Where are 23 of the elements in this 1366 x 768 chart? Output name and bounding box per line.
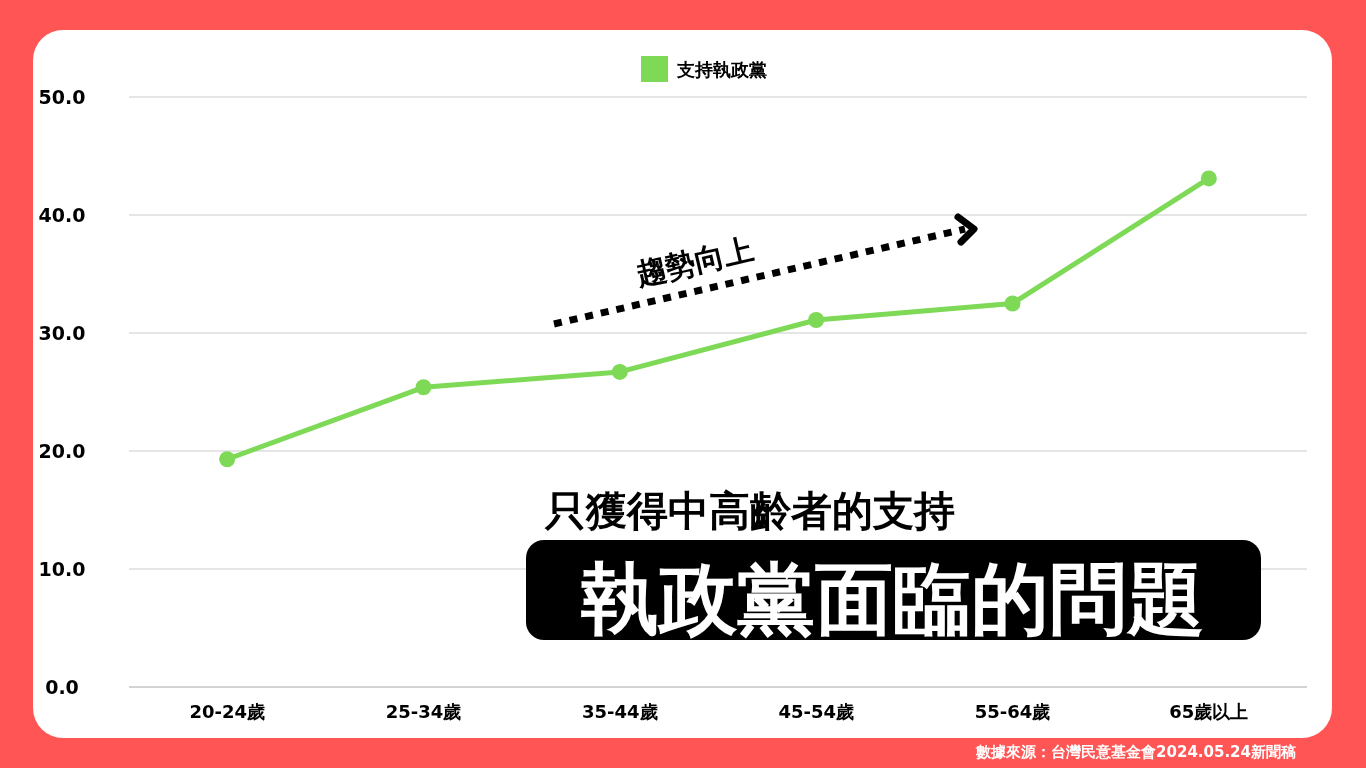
point bbox=[219, 451, 236, 468]
point bbox=[611, 363, 628, 380]
y-tick-label: 20.0 bbox=[38, 440, 86, 462]
point bbox=[415, 379, 432, 396]
point bbox=[1200, 170, 1217, 187]
y-tick-label: 50.0 bbox=[38, 86, 86, 108]
text: 數據來源：台灣民意基金會2024.05.24新聞稿 bbox=[975, 743, 1296, 761]
x-tick-label: 35-44歲 bbox=[582, 701, 658, 722]
x-tick-label: 45-54歲 bbox=[778, 701, 854, 722]
y-tick-label: 40.0 bbox=[38, 204, 86, 226]
x-tick-label: 20-24歲 bbox=[189, 701, 265, 722]
y-tick-label: 30.0 bbox=[38, 322, 86, 344]
point bbox=[808, 312, 825, 329]
text: 只獲得中高齡者的支持 bbox=[544, 487, 955, 535]
point bbox=[1004, 295, 1021, 312]
x-tick-label: 55-64歲 bbox=[974, 701, 1051, 722]
x-tick-label: 65歲以上 bbox=[1169, 701, 1249, 722]
text: 執政黨面臨的問題 bbox=[581, 554, 1205, 644]
x-tick-label: 25-34歲 bbox=[385, 701, 462, 722]
legend-label: 支持執政黨 bbox=[676, 59, 767, 80]
y-tick-label: 10.0 bbox=[38, 558, 86, 580]
y-tick-label: 0.0 bbox=[45, 676, 79, 698]
annotation: 趨勢向上 bbox=[631, 231, 758, 293]
